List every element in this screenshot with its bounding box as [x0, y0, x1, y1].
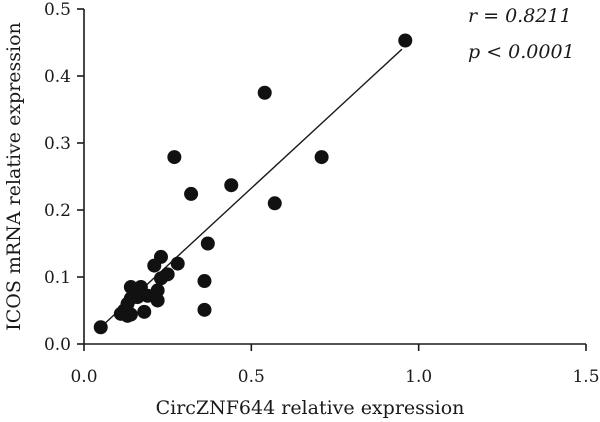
data-point: [197, 302, 212, 317]
data-point: [267, 196, 282, 211]
data-point: [160, 267, 175, 282]
x-tick-label: 1.0: [405, 367, 432, 387]
data-point: [93, 320, 108, 335]
regression-line: [100, 48, 403, 328]
data-point: [170, 256, 185, 271]
correlation-r-label: r = 0.8211: [468, 5, 572, 27]
p-value-label: p < 0.0001: [468, 41, 575, 63]
data-point: [123, 307, 138, 322]
data-point: [137, 304, 152, 319]
x-tick-label: 1.5: [572, 367, 599, 387]
y-tick-label: 0.2: [44, 201, 71, 221]
data-point: [257, 85, 272, 100]
data-point: [153, 249, 168, 264]
y-ticks: 0.0 0.1 0.2 0.3 0.4 0.5: [44, 0, 84, 355]
data-point: [224, 178, 239, 193]
x-tick-label: 0.5: [238, 367, 265, 387]
axes: [83, 9, 586, 345]
y-tick-label: 0.0: [44, 335, 71, 355]
data-point: [167, 150, 182, 165]
data-point: [314, 150, 329, 165]
x-tick-label: 0.0: [70, 367, 97, 387]
data-points: [93, 33, 413, 335]
y-tick-label: 0.3: [44, 134, 71, 154]
data-point: [150, 293, 165, 308]
y-tick-label: 0.1: [44, 268, 71, 288]
x-axis-title: CircZNF644 relative expression: [156, 397, 465, 419]
y-tick-label: 0.4: [44, 67, 71, 87]
data-point: [184, 186, 199, 201]
data-point: [398, 33, 413, 48]
data-point: [200, 236, 215, 251]
x-ticks: 0.0 0.5 1.0 1.5: [70, 344, 600, 387]
y-tick-label: 0.5: [44, 0, 71, 20]
data-point: [197, 274, 212, 289]
data-point: [150, 283, 165, 298]
y-axis-title: ICOS mRNA relative expression: [3, 22, 25, 331]
